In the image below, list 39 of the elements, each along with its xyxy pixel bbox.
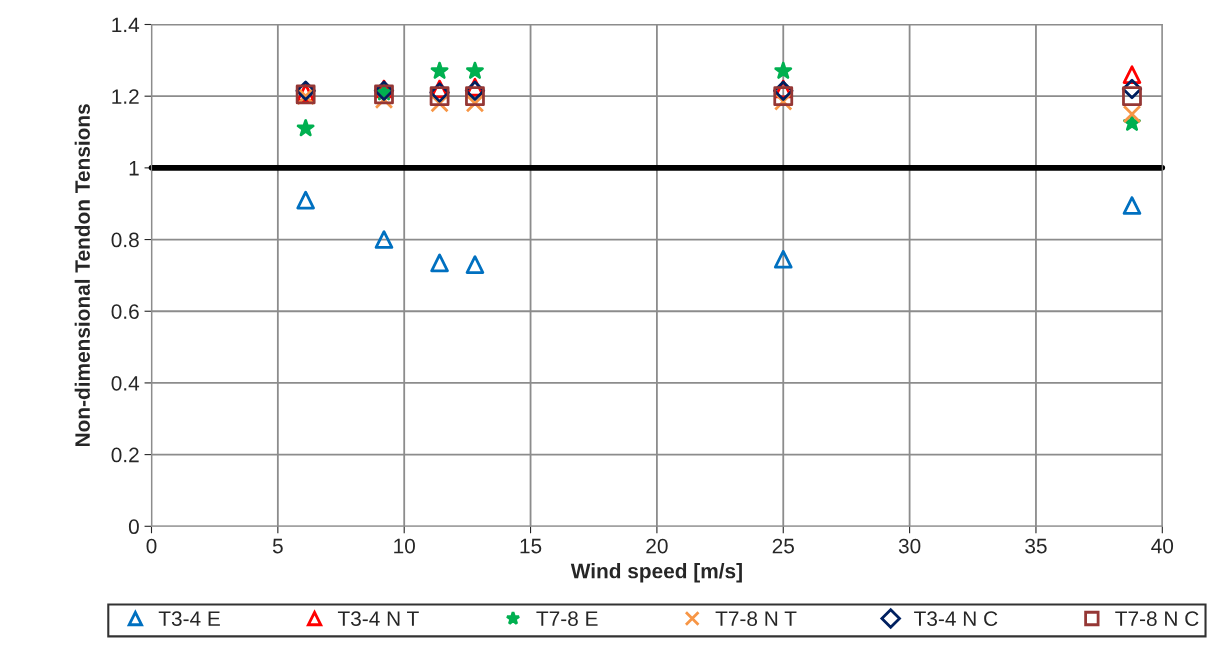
point bbox=[374, 230, 394, 249]
legend-label: T7-8 N T bbox=[715, 611, 797, 626]
x-tick-label: 30 bbox=[898, 538, 921, 554]
y-tick-label: 0.6 bbox=[111, 304, 139, 319]
x-tick-label: 40 bbox=[1151, 538, 1174, 554]
x-tick-label: 0 bbox=[146, 538, 157, 554]
point bbox=[430, 61, 449, 79]
y-tick-label: 1 bbox=[129, 161, 139, 176]
point bbox=[1122, 86, 1142, 107]
point bbox=[430, 253, 449, 273]
x-tick-label: 25 bbox=[772, 538, 794, 554]
point bbox=[465, 86, 485, 107]
point bbox=[466, 61, 484, 79]
y-tick-label: 1.4 bbox=[112, 17, 140, 33]
legend-label: T7-8 E bbox=[536, 611, 598, 626]
legend-label: T3-4 N T bbox=[337, 611, 419, 626]
point bbox=[1122, 104, 1142, 124]
point bbox=[774, 61, 793, 79]
point bbox=[296, 190, 315, 210]
x-tick-label: 5 bbox=[272, 538, 283, 554]
y-tick-label: 0.4 bbox=[111, 375, 140, 391]
point bbox=[1122, 196, 1142, 215]
point bbox=[773, 86, 794, 107]
x-axis-title: Wind speed [m/s] bbox=[570, 563, 742, 583]
y-tick-label: 0.8 bbox=[111, 232, 139, 248]
x-tick-label: 10 bbox=[394, 538, 415, 554]
x-tick-label: 35 bbox=[1025, 538, 1047, 554]
legend-label: T7-8 N C bbox=[1115, 611, 1199, 626]
point bbox=[465, 255, 485, 274]
legend-label: T3-4 N C bbox=[914, 611, 998, 626]
y-tick-label: 1.2 bbox=[112, 89, 139, 104]
x-tick-label: 15 bbox=[520, 538, 542, 554]
point bbox=[296, 119, 315, 137]
point bbox=[773, 249, 793, 269]
x-tick-label: 20 bbox=[646, 538, 668, 554]
y-tick-label: 0 bbox=[128, 519, 139, 535]
y-tick-label: 0.2 bbox=[111, 447, 139, 463]
y-axis-title: Non-dimensional Tendon Tensions bbox=[74, 104, 90, 447]
legend-label: T3-4 E bbox=[158, 611, 220, 626]
